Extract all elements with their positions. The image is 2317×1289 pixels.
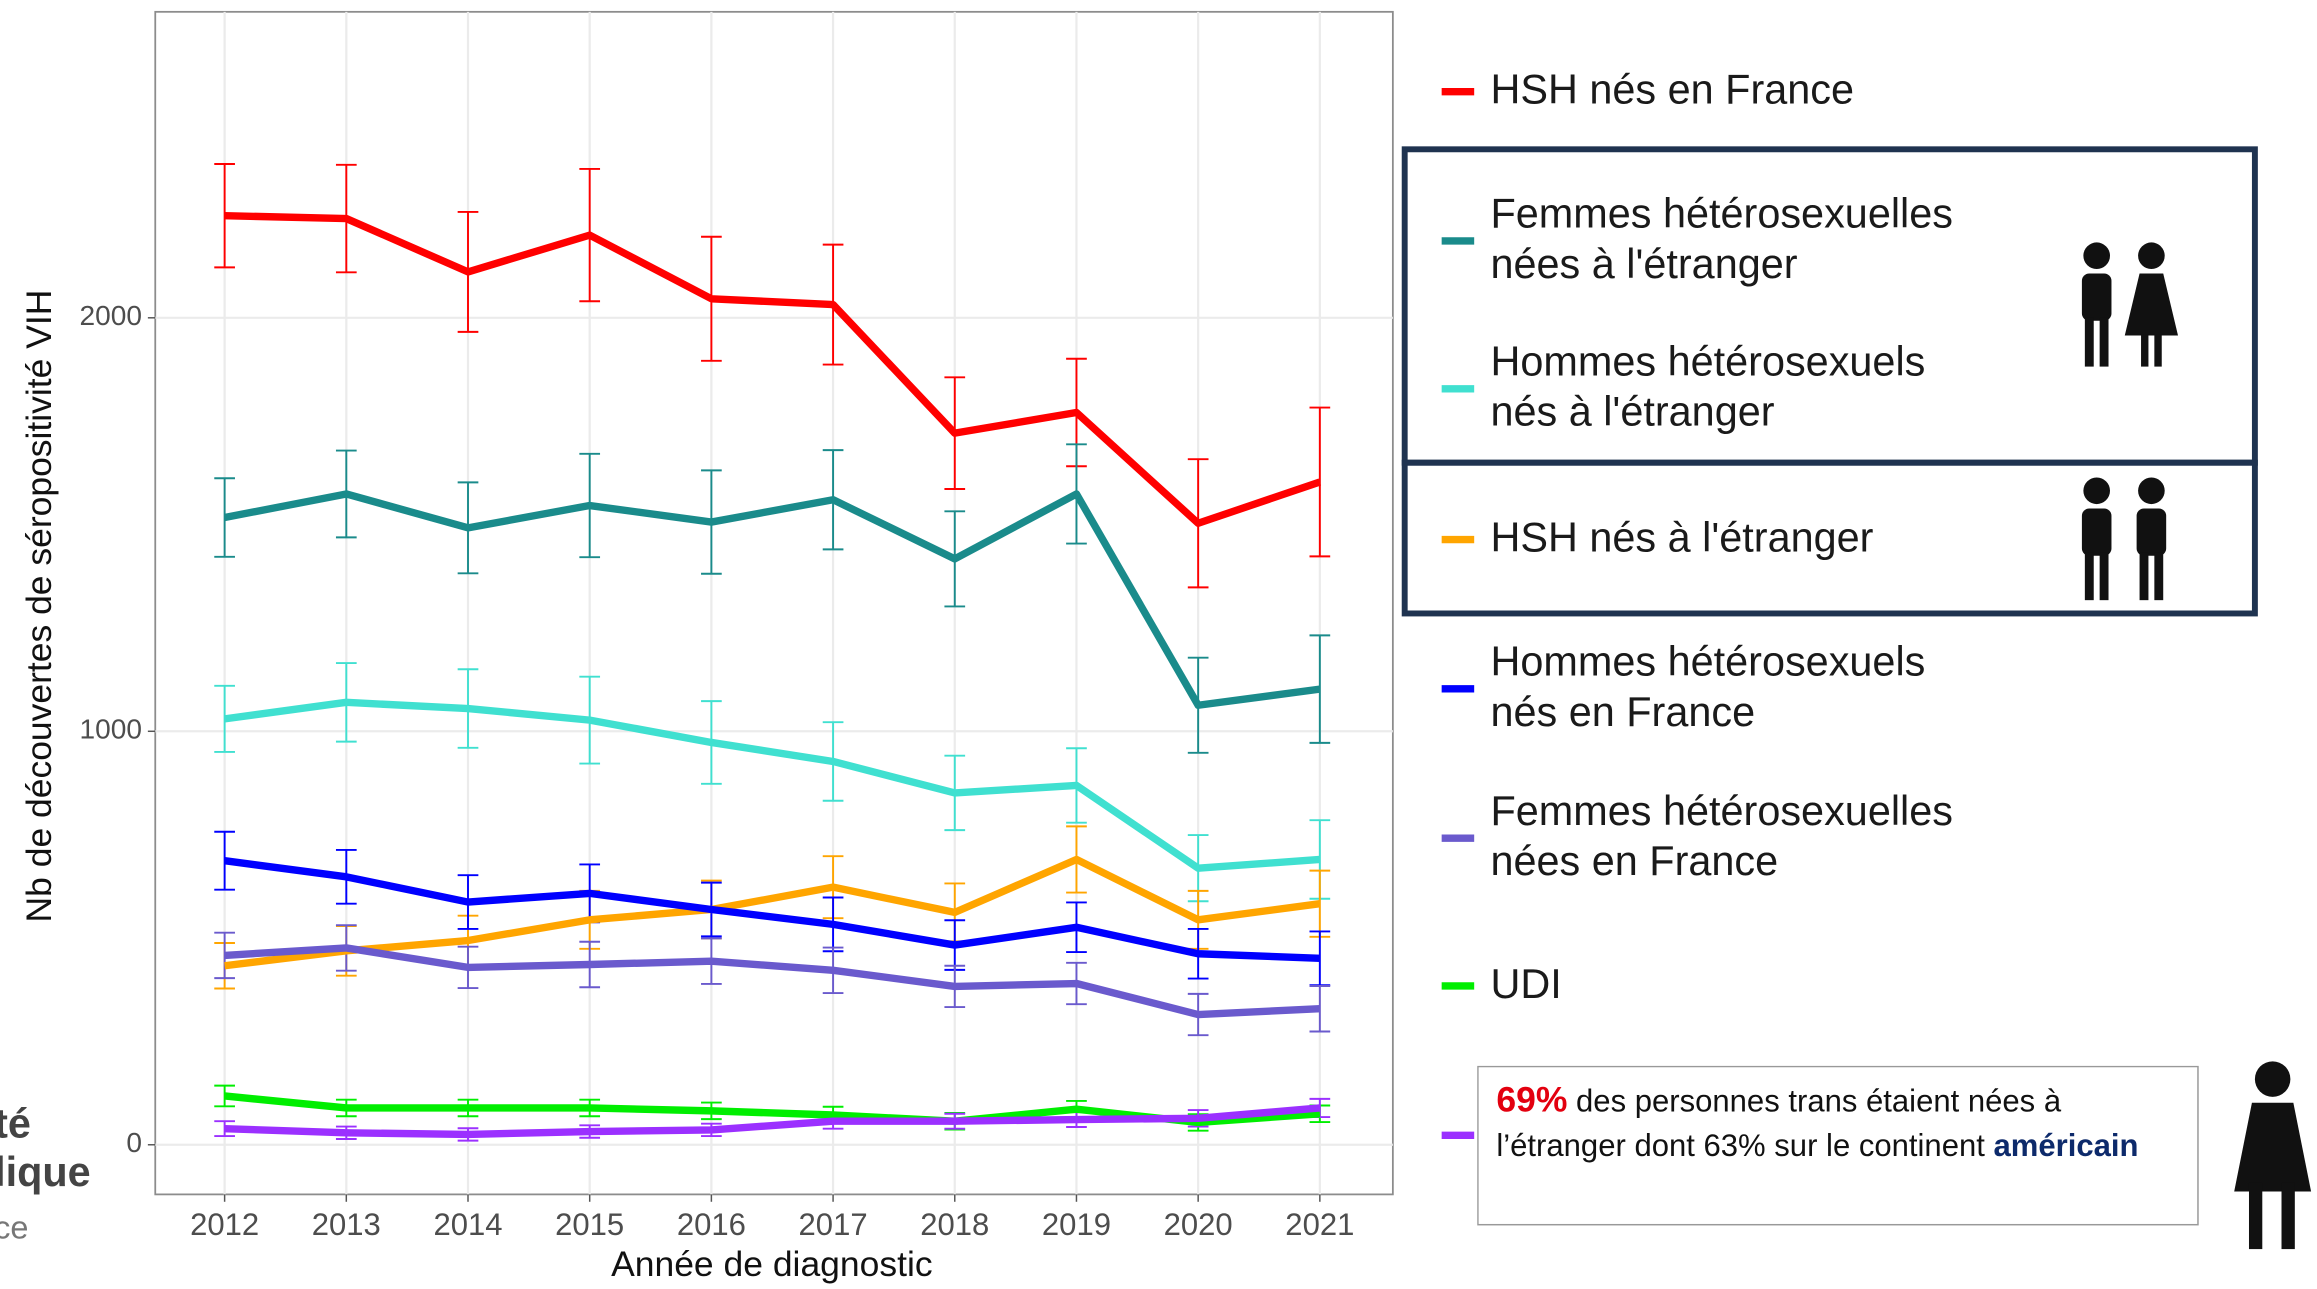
legend-label: UDI: [1490, 960, 1562, 1007]
plot-panel: [154, 10, 1394, 1196]
x-tick-label: 2019: [1042, 1207, 1111, 1242]
y-axis-label: Nb de découvertes de séropositivité VIH: [19, 290, 59, 923]
annotation-box: 69% des personnes trans étaient nées à l…: [1477, 1065, 2199, 1226]
men-couple-icon: [2081, 477, 2167, 601]
x-tick-label: 2017: [799, 1207, 868, 1242]
logo-text: té: [0, 1100, 31, 1146]
legend-frame: [1401, 459, 2258, 617]
legend-entry: Hommes hétérosexuels nés en France: [1490, 638, 1926, 735]
x-tick-label: 2021: [1285, 1207, 1354, 1242]
x-axis-label: Année de diagnostic: [611, 1244, 932, 1284]
logo-text: lique: [0, 1149, 91, 1195]
logo-text: ce: [0, 1209, 28, 1245]
series-line: [223, 490, 1321, 709]
series-line: [224, 211, 1322, 528]
marks: [214, 163, 1331, 1142]
y-tick-label: 2000: [79, 300, 141, 331]
annotation-text: des personnes trans étaient nées à l’étr…: [1496, 1085, 2062, 1164]
x-tick-label: 2015: [555, 1207, 624, 1242]
x-tick-label: 2016: [677, 1207, 746, 1242]
legend-entry: Femmes hétérosexuelles nées à l'étranger: [1490, 190, 1953, 287]
x-tick-label: 2020: [1164, 1207, 1233, 1242]
annotation-emphasis: américain: [1993, 1129, 2139, 1164]
series-line: [224, 1104, 1321, 1139]
x-tick-label: 2014: [433, 1207, 502, 1242]
legend-label: HSH nés en France: [1490, 66, 1855, 113]
x-tick-label: 2018: [920, 1207, 989, 1242]
legend-entry: Femmes hétérosexuelles nées en France: [1490, 787, 1953, 884]
series-line: [224, 944, 1321, 1019]
series-line: [224, 857, 1320, 962]
series-line: [224, 698, 1321, 872]
error-bar: [214, 931, 235, 980]
annotation: 69% des personnes trans étaient nées à l…: [1477, 1065, 2199, 1226]
legend-label: Hommes hétérosexuels nés à l'étranger: [1490, 338, 1926, 435]
annotation-highlight: 69%: [1496, 1080, 1568, 1121]
y-tick-label: 0: [126, 1127, 142, 1158]
x-tick-label: 2012: [190, 1207, 259, 1242]
legend-label: Femmes hétérosexuelles nées à l'étranger: [1490, 190, 1953, 287]
legend-entry: HSH nés à l'étranger: [1490, 514, 1874, 561]
y-tick-label: 1000: [79, 714, 141, 745]
legend-entry: HSH nés en France: [1490, 66, 1855, 113]
legend-entry: Hommes hétérosexuels nés à l'étranger: [1490, 338, 1926, 435]
couple-icon: [2081, 242, 2179, 367]
legend-label: HSH nés à l'étranger: [1490, 514, 1874, 561]
person-icon: [2234, 1061, 2312, 1250]
series-line: [224, 855, 1321, 970]
legend-label: Hommes hétérosexuels nés en France: [1490, 638, 1926, 735]
legend-entry: UDI: [1490, 960, 1562, 1007]
x-tick-label: 2013: [312, 1207, 381, 1242]
legend-label: Femmes hétérosexuelles nées en France: [1490, 787, 1953, 884]
